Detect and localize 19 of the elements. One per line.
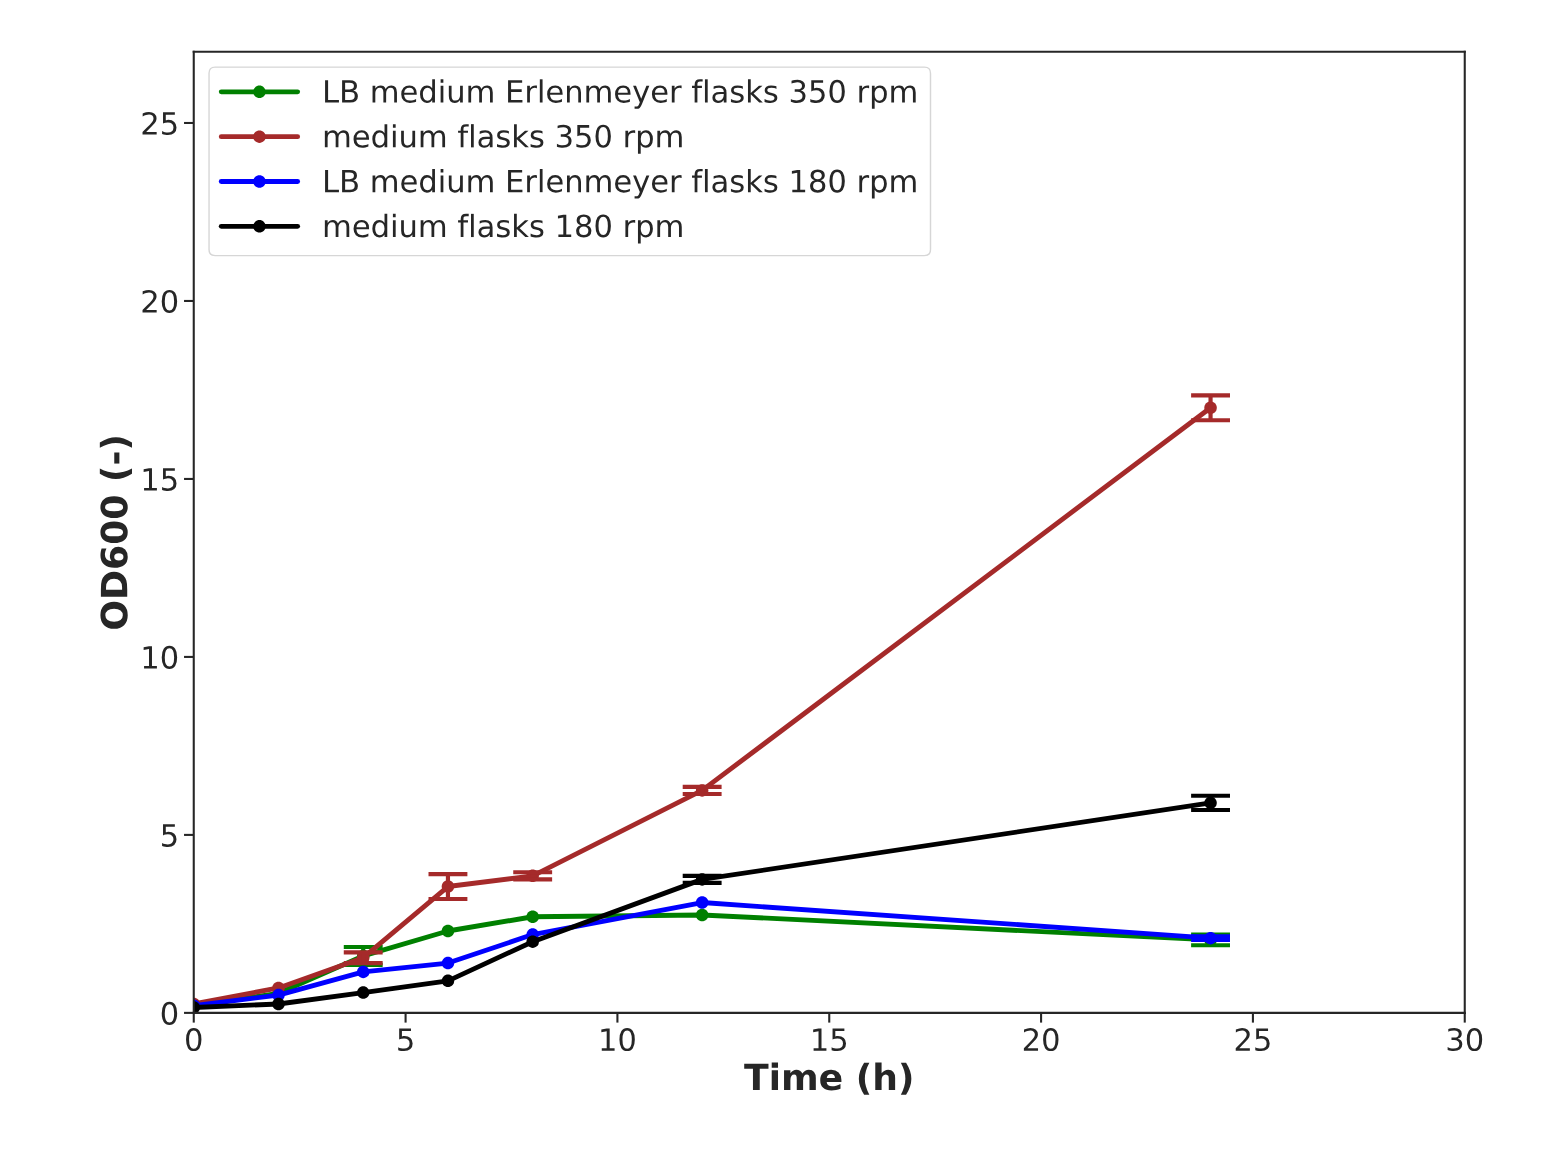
y-tick-label: 5 xyxy=(162,824,177,847)
y-tick-label: 10 xyxy=(143,645,178,669)
y-tick-label: 0 xyxy=(161,1001,178,1025)
x-tick-label: 5 xyxy=(398,1028,413,1052)
legend-label: LB medium Erlenmeyer flasks 180 rpm xyxy=(325,168,916,199)
x-tick-label: 15 xyxy=(813,1028,847,1052)
legend-label: medium flasks 350 rpm xyxy=(324,124,682,154)
x-tick-label: 30 xyxy=(1447,1028,1483,1052)
legend-label: LB medium Erlenmeyer flasks 350 rpm xyxy=(325,79,916,109)
y-tick-label: 20 xyxy=(142,289,178,314)
y-tick-label: 25 xyxy=(142,111,177,136)
y-axis-title: OD600 (-) xyxy=(99,437,132,629)
x-tick-label: 10 xyxy=(601,1028,635,1052)
y-tick-label: 15 xyxy=(143,468,177,491)
x-tick-label: 20 xyxy=(1023,1028,1059,1052)
legend-label: medium flasks 180 rpm xyxy=(324,213,682,244)
x-tick-label: 0 xyxy=(186,1028,202,1052)
x-axis-title: Time (h) xyxy=(744,1062,912,1095)
x-tick-label: 25 xyxy=(1235,1028,1270,1052)
